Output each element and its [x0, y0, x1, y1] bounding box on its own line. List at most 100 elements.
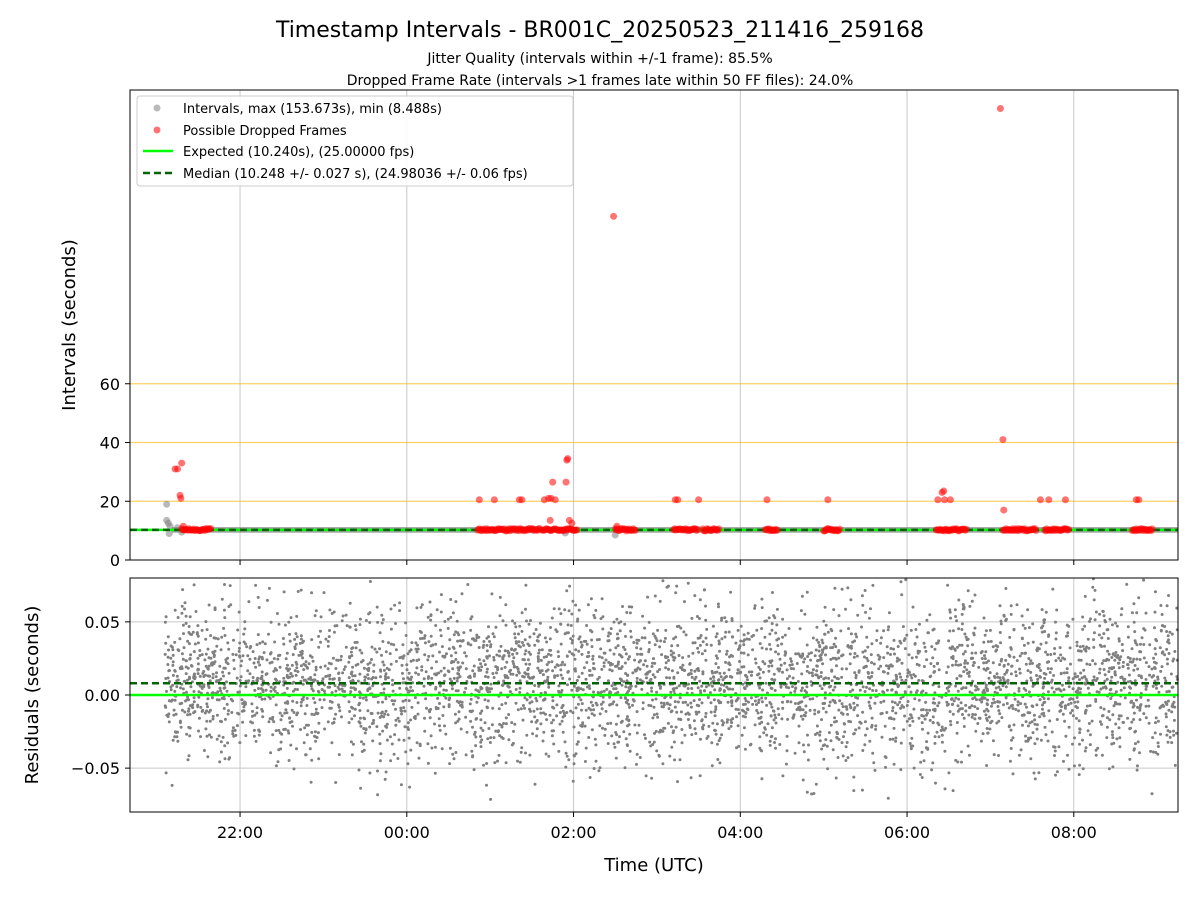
residual-point-4057: [933, 647, 937, 651]
residual-point-1388: [725, 720, 729, 724]
residual-point-1396: [734, 707, 738, 711]
residual-point-2286: [962, 725, 966, 728]
residual-point-3997: [242, 709, 246, 713]
residual-point-1844: [419, 637, 422, 641]
residual-point-3727: [889, 663, 893, 667]
residual-point-2531: [601, 700, 605, 704]
residual-point-3706: [235, 676, 239, 680]
residual-point-304: [999, 622, 1003, 626]
residual-point-2866: [954, 615, 958, 618]
residual-point-3606: [215, 737, 219, 741]
residual-point-3501: [1020, 636, 1024, 640]
residual-point-1309: [504, 701, 508, 705]
residual-point-2477: [375, 605, 379, 609]
residual-point-3170: [806, 733, 809, 737]
residual-point-703: [798, 627, 802, 631]
residual-point-4092: [524, 672, 528, 676]
residual-point-3755: [983, 654, 986, 658]
residual-point-3878: [1139, 642, 1142, 646]
residual-point-1106: [520, 611, 524, 615]
residual-point-2270: [409, 685, 413, 689]
residual-point-1599: [379, 752, 383, 756]
residual-point-246: [811, 697, 815, 701]
residual-point-2391: [1120, 643, 1124, 646]
residual-point-1356: [753, 723, 757, 727]
residual-point-2641: [663, 696, 667, 700]
residual-point-3149: [506, 676, 510, 680]
residual-point-3030: [193, 642, 197, 646]
residual-point-3443: [628, 732, 632, 736]
residual-point-3640: [1051, 587, 1055, 591]
residual-point-3573: [334, 667, 338, 670]
residual-point-2661: [257, 728, 261, 732]
residual-point-3172: [529, 652, 532, 656]
residual-point-3456: [971, 656, 975, 660]
residual-point-1362: [994, 644, 998, 648]
residual-point-71: [948, 629, 952, 633]
residual-point-2699: [824, 738, 828, 742]
residual-point-3372: [1063, 719, 1067, 723]
residual-point-240: [997, 685, 1001, 689]
residual-point-2360: [1046, 667, 1050, 671]
residual-point-2310: [1165, 657, 1169, 661]
residual-point-2890: [368, 661, 372, 665]
residual-point-2061: [254, 739, 258, 743]
residual-point-1632: [672, 651, 675, 655]
residual-point-3275: [189, 685, 193, 689]
residual-point-2713: [582, 666, 586, 670]
residual-point-3062: [680, 741, 684, 745]
residual-point-4081: [261, 690, 265, 694]
residual-point-2555: [868, 704, 872, 708]
residual-point-2763: [330, 741, 334, 745]
residual-point-1172: [301, 656, 305, 660]
residual-point-2942: [954, 684, 958, 688]
residual-point-394: [684, 633, 688, 637]
residual-point-820: [717, 641, 721, 645]
residual-point-1820: [861, 710, 865, 714]
residual-point-2909: [427, 654, 431, 658]
residual-point-658: [651, 716, 655, 720]
residual-point-3671: [635, 731, 639, 735]
residual-point-1746: [976, 687, 980, 691]
residual-point-441: [943, 787, 947, 791]
residual-point-3538: [370, 677, 374, 681]
residual-point-1720: [803, 612, 807, 616]
residual-point-3707: [854, 673, 858, 677]
residual-point-3879: [172, 713, 176, 717]
residual-point-2666: [680, 728, 684, 731]
residual-point-3087: [537, 651, 541, 655]
residual-point-3024: [785, 700, 789, 704]
residual-point-3296: [1062, 671, 1066, 675]
residual-point-2793: [966, 644, 970, 648]
residual-point-3007: [504, 761, 508, 765]
residual-point-1906: [928, 718, 932, 722]
residual-point-710: [1113, 658, 1117, 662]
residual-point-4064: [1011, 707, 1015, 710]
residual-point-3141: [848, 703, 852, 707]
residual-point-729: [645, 664, 649, 668]
residual-point-3288: [1120, 607, 1124, 611]
residual-point-1075: [1095, 690, 1099, 694]
residual-point-3203: [624, 685, 628, 689]
residual-point-1504: [735, 715, 738, 719]
residual-point-2219: [454, 751, 458, 754]
residual-point-3850: [1027, 736, 1031, 740]
residual-point-3246: [1066, 703, 1070, 706]
residual-point-1344: [1031, 640, 1035, 644]
residual-point-3965: [863, 649, 867, 653]
residual-point-2138: [564, 765, 568, 769]
residual-point-1511: [405, 663, 409, 667]
residual-point-3921: [448, 677, 452, 681]
residual-point-2589: [773, 689, 777, 692]
residual-point-1756: [522, 658, 526, 662]
residual-point-580: [903, 714, 907, 718]
residual-point-3178: [185, 678, 189, 682]
residual-point-2038: [451, 752, 455, 756]
residual-point-2673: [472, 768, 476, 772]
residual-point-3008: [1110, 742, 1114, 746]
residual-point-2082: [1133, 630, 1137, 634]
residual-point-3446: [418, 744, 422, 748]
residual-point-1811: [515, 651, 519, 655]
residual-point-2250: [681, 663, 685, 667]
residual-point-170: [1021, 723, 1024, 727]
